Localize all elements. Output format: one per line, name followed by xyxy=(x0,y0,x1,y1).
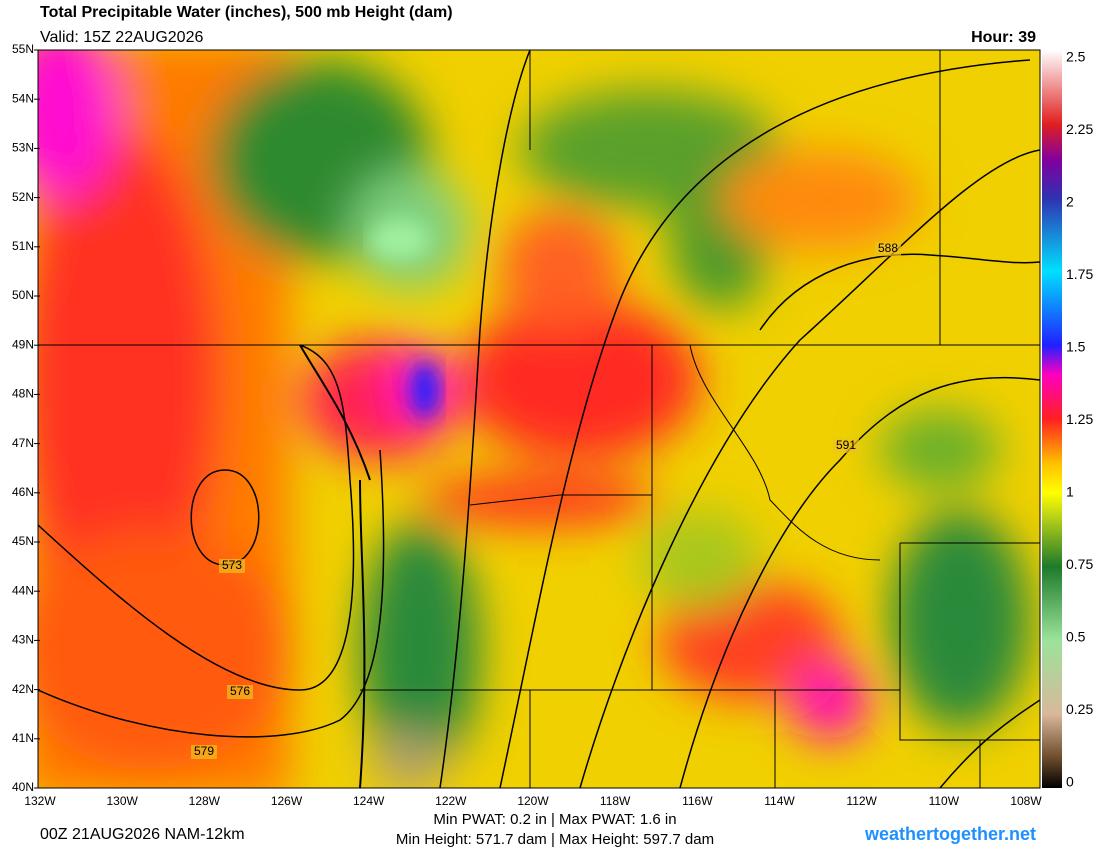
longitude-label: 128W xyxy=(189,794,221,808)
contour-label-bg xyxy=(227,685,253,699)
latitude-label: 52N xyxy=(12,190,34,204)
map-frame xyxy=(37,49,1041,789)
latitude-label: 46N xyxy=(12,485,34,499)
longitude-label: 124W xyxy=(353,794,385,808)
forecast-hour: Hour: 39 xyxy=(971,29,1036,46)
contour-label: 591 xyxy=(836,438,856,452)
latitude-label: 49N xyxy=(12,337,34,351)
map-field xyxy=(38,50,1040,788)
model-run: 00Z 21AUG2026 NAM-12km xyxy=(40,826,245,843)
latitude-label: 54N xyxy=(12,91,34,105)
latitude-label: 40N xyxy=(12,780,34,794)
contour-label-bg xyxy=(219,559,245,573)
latitude-label: 50N xyxy=(12,288,34,302)
longitude-label: 110W xyxy=(929,794,960,808)
longitude-label: 116W xyxy=(682,794,713,808)
colorbar-label: 2.5 xyxy=(1066,49,1086,65)
latitude-label: 48N xyxy=(12,387,34,401)
pwat-stats: Min PWAT: 0.2 in | Max PWAT: 1.6 in xyxy=(433,811,676,828)
colorbar-label: 1.25 xyxy=(1066,411,1093,427)
latitude-label: 55N xyxy=(12,42,34,56)
latitude-label: 41N xyxy=(12,731,34,745)
colorbar-label: 1.75 xyxy=(1066,266,1093,282)
longitude-label: 132W xyxy=(24,794,56,808)
contour-label: 588 xyxy=(878,241,898,255)
latitude-label: 47N xyxy=(12,436,34,450)
colorbar-label: 0.25 xyxy=(1066,701,1093,717)
latitude-label: 43N xyxy=(12,633,34,647)
contour-label-bg xyxy=(875,242,901,256)
colorbar-label: 1.5 xyxy=(1066,339,1086,355)
latitude-label: 45N xyxy=(12,534,34,548)
longitude-label: 112W xyxy=(846,794,877,808)
latitude-label: 44N xyxy=(12,583,34,597)
colorbar-label: 0.5 xyxy=(1066,629,1086,645)
longitude-label: 108W xyxy=(1010,794,1042,808)
colorbar-label: 1 xyxy=(1066,484,1074,500)
colorbar-label: 0.75 xyxy=(1066,556,1093,572)
longitude-label: 120W xyxy=(517,794,549,808)
colorbar xyxy=(1042,50,1062,788)
colorbar-label: 2.25 xyxy=(1066,121,1093,137)
latitude-label: 53N xyxy=(12,141,34,155)
longitude-label: 118W xyxy=(600,794,631,808)
longitude-label: 130W xyxy=(106,794,138,808)
colorbar-label: 0 xyxy=(1066,774,1074,790)
longitude-label: 122W xyxy=(435,794,467,808)
contour-label: 576 xyxy=(230,684,250,698)
latitude-label: 42N xyxy=(12,682,34,696)
valid-time: Valid: 15Z 22AUG2026 xyxy=(40,29,203,46)
longitude-label: 126W xyxy=(271,794,303,808)
colorbar-label: 2 xyxy=(1066,194,1074,210)
contour-label: 573 xyxy=(222,558,242,572)
contour-label-bg xyxy=(833,439,859,453)
contour-label: 579 xyxy=(194,744,214,758)
latitude-label: 51N xyxy=(12,239,34,253)
title: Total Precipitable Water (inches), 500 m… xyxy=(40,4,453,21)
height-stats: Min Height: 571.7 dam | Max Height: 597.… xyxy=(396,831,714,848)
site-credit: weathertogether.net xyxy=(864,824,1036,844)
contour-label-bg xyxy=(191,745,217,759)
longitude-label: 114W xyxy=(764,794,795,808)
